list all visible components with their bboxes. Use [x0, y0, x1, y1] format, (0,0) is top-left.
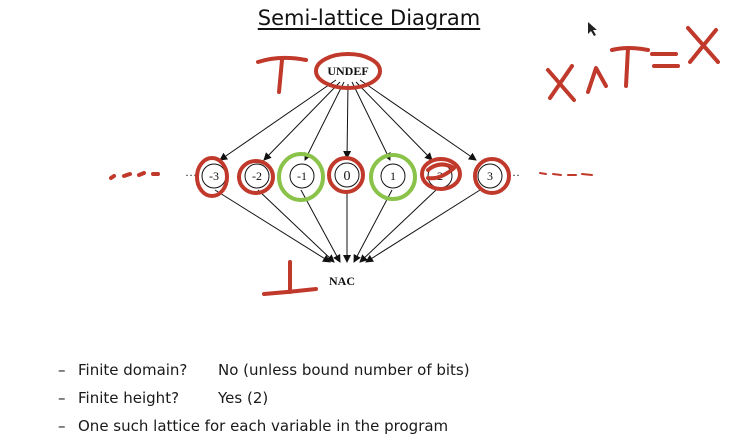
red-annotations: [109, 26, 720, 296]
circle-neg3: [195, 156, 229, 198]
bullet-question: One such lattice for each variable in th…: [78, 417, 449, 435]
circle-0: [327, 156, 365, 194]
circle-neg2: [237, 159, 275, 195]
ellipsis-right: ···: [508, 168, 520, 182]
bottom-node-label: NAC: [329, 274, 355, 288]
lattice-node-neg3: -3: [201, 163, 227, 189]
bullet-dash: –: [58, 361, 66, 379]
bullet-dash: –: [58, 417, 66, 435]
lattice-node-neg1: -1: [289, 163, 315, 189]
lattice-node-1: 1: [380, 163, 406, 189]
lattice-node-0: 0: [334, 162, 360, 188]
top-node-label: UNDEF: [327, 64, 368, 78]
bottom-edges: [214, 189, 481, 263]
bullet-item: – Finite height? Yes (2): [58, 384, 470, 412]
dots-left: [109, 171, 160, 180]
node-label: -2: [252, 169, 262, 183]
lattice-node-neg2: -2: [244, 163, 270, 189]
bullet-answer: No (unless bound number of bits): [218, 361, 470, 379]
node-label: -1: [297, 169, 307, 183]
node-label: 3: [487, 169, 493, 183]
bullet-question: Finite domain?: [78, 361, 188, 379]
bottom-symbol-drawing: [262, 260, 318, 296]
green-circle-neg1: [277, 152, 325, 202]
green-annotations: [277, 152, 417, 202]
undef-circle: [314, 52, 382, 90]
middle-nodes: -3 -2 -1 0 1 2: [185, 162, 520, 189]
top-symbol-drawing: [256, 55, 308, 94]
slide-title: Semi-lattice Diagram: [257, 6, 481, 30]
bullet-answer: Yes (2): [218, 389, 269, 407]
node-label: 0: [344, 169, 351, 184]
circle-3: [473, 157, 511, 195]
scribble-2: [426, 162, 456, 181]
cursor-icon: [588, 22, 597, 36]
top-edges: [219, 79, 477, 161]
bullet-item: – Finite domain? No (unless bound number o…: [58, 356, 470, 384]
bullet-item: – One such lattice for each variable in t…: [58, 412, 470, 440]
node-label: -3: [209, 169, 219, 183]
bullet-list: – Finite domain? No (unless bound number o…: [58, 356, 470, 440]
circle-2: [420, 157, 462, 191]
green-circle-1: [369, 153, 417, 201]
node-label: 1: [390, 169, 396, 183]
dots-right: [539, 172, 593, 176]
bullet-dash: –: [58, 389, 66, 407]
ellipsis-left: ···: [185, 168, 197, 182]
bullet-question: Finite height?: [78, 389, 180, 407]
equation-drawing: [546, 26, 720, 102]
lattice-node-3: 3: [477, 163, 503, 189]
